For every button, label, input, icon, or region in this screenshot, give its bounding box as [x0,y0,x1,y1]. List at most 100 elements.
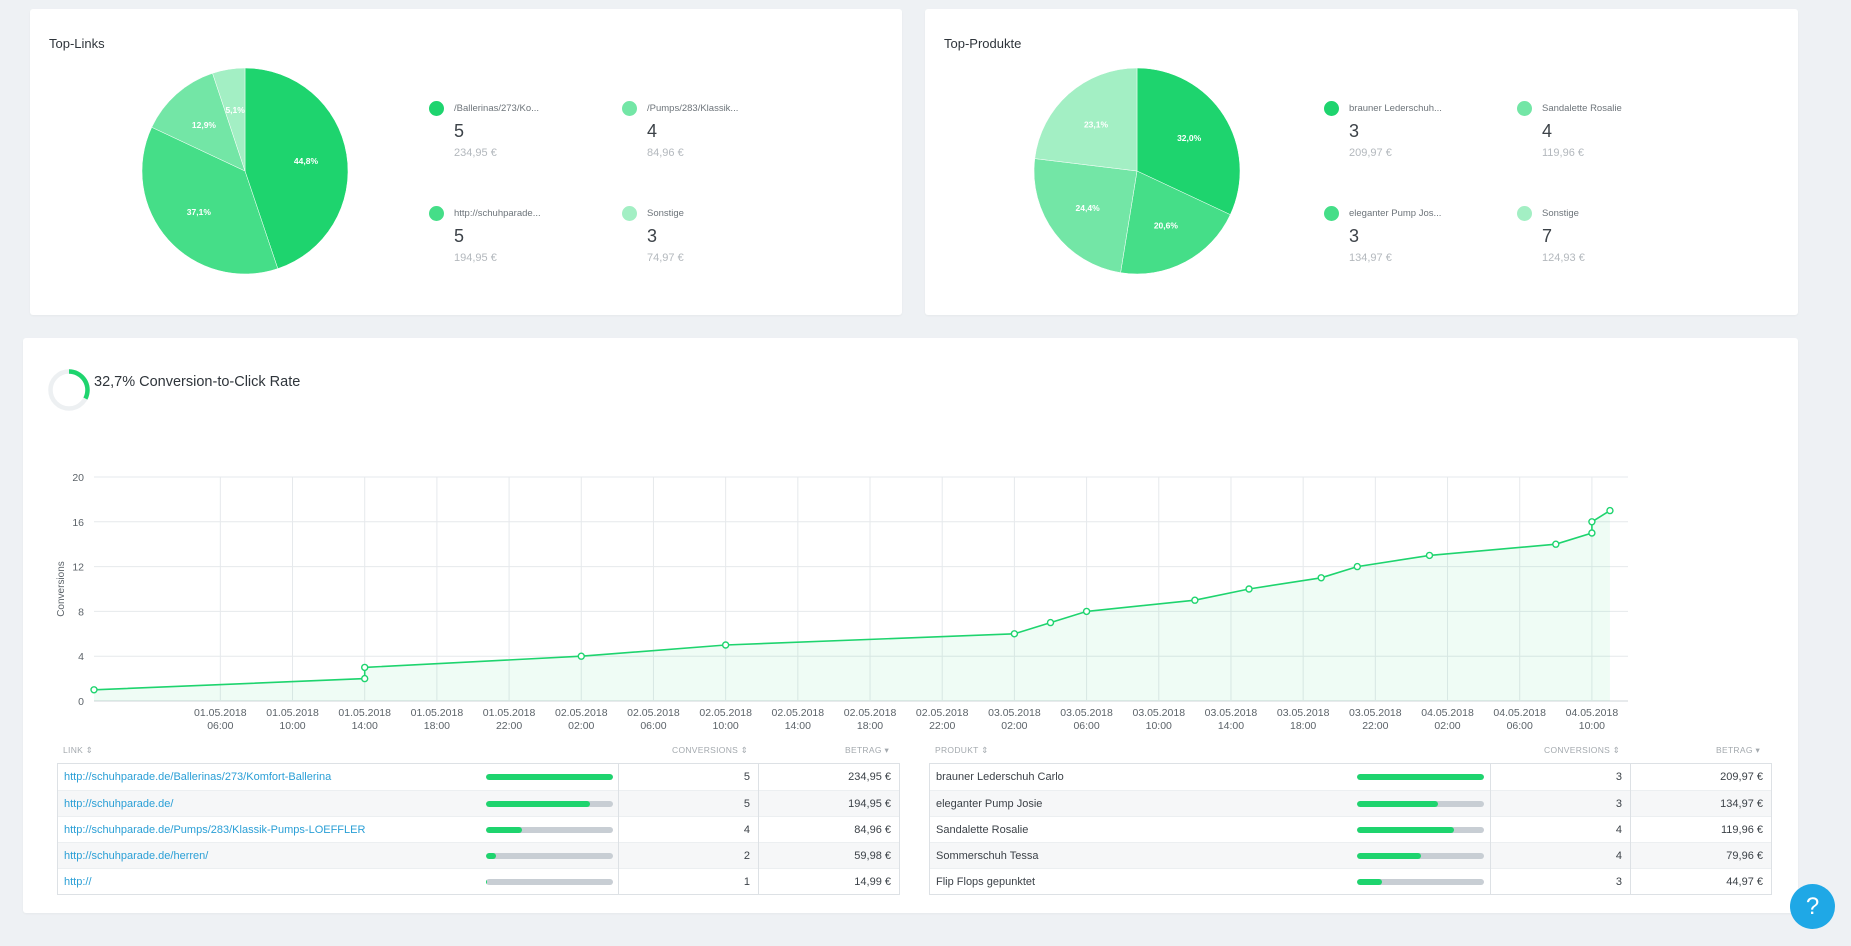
x-tick-label: 03.05.2018 18:00 [1277,707,1330,732]
col-header-produkt[interactable]: PRODUKT ⇕ [935,745,989,756]
pie-slice[interactable] [1136,67,1241,216]
legend-amount: 84,96 € [647,147,684,159]
y-tick-label: 8 [78,606,84,618]
conversion-rate-text: 32,7% Conversion-to-Click Rate [94,374,301,390]
links-table-body: http://schuhparade.de/Ballerinas/273/Kom… [57,763,900,895]
data-point[interactable] [1425,551,1434,560]
sort-icon: ⇕ [85,745,94,755]
legend-amount: 119,96 € [1542,147,1585,159]
legend-amount: 124,93 € [1542,252,1585,264]
legend-count: 3 [647,226,658,246]
pie-slice[interactable] [1033,158,1138,273]
legend-count: 7 [1542,226,1553,246]
legend-count: 3 [1349,121,1360,141]
legend-count: 5 [454,226,465,246]
row-betrag: 14,99 € [854,876,891,888]
sort-desc-icon: ▾ [1755,745,1761,755]
data-point[interactable] [1588,518,1596,526]
legend-count: 4 [647,121,658,141]
share-bar [1357,774,1484,780]
pie-slice[interactable] [244,67,349,269]
row-link[interactable]: http://schuhparade.de/herren/ [64,850,209,862]
legend-label: Sonstige [647,208,684,219]
row-link[interactable]: http://schuhparade.de/Ballerinas/273/Kom… [64,771,332,783]
pie-slice[interactable] [1034,67,1138,172]
share-bar [1357,801,1484,807]
share-bar [486,827,613,833]
pie-slice-label: 12,9% [192,120,217,130]
row-link[interactable]: http:// [64,876,92,888]
data-point[interactable] [577,652,585,660]
share-bar [486,801,613,807]
col-header-betrag[interactable]: BETRAG ▾ [845,745,889,756]
column-divider [1630,764,1631,894]
data-point[interactable] [1606,506,1614,515]
pie-slice-label: 32,0% [1177,133,1202,143]
sort-icon: ⇕ [740,745,749,755]
data-point[interactable] [1245,585,1253,593]
data-point[interactable] [1082,607,1091,616]
x-tick-label: 03.05.2018 06:00 [1060,707,1113,732]
legend-dot [622,101,637,116]
share-bar [486,853,613,859]
col-header-link[interactable]: LINK ⇕ [63,745,93,756]
share-bar [1357,853,1484,859]
row-product-name: brauner Lederschuh Carlo [936,771,1064,783]
column-divider [758,764,759,894]
row-betrag: 194,95 € [848,798,891,810]
pie-slice[interactable] [151,72,246,172]
table-row: Sommerschuh Tessa 4 79,96 € [930,842,1771,869]
data-point[interactable] [1010,630,1019,638]
pie-slice-label: 44,8% [294,156,319,166]
data-point[interactable] [721,641,730,649]
pie-slice[interactable] [212,67,246,172]
row-betrag: 79,96 € [1726,850,1763,862]
table-row: http://schuhparade.de/herren/2 59,98 € [58,842,899,869]
legend-dot [622,206,637,221]
data-point[interactable] [1046,618,1055,627]
pie-slice-label: 24,4% [1076,203,1101,213]
col-header-conversions[interactable]: CONVERSIONS ⇕ [1544,745,1620,756]
table-row: http://schuhparade.de/5 194,95 € [58,790,899,817]
help-button[interactable]: ? [1790,884,1835,929]
x-tick-label: 02.05.2018 02:00 [555,707,608,732]
data-point[interactable] [1317,574,1325,582]
data-point[interactable] [361,663,369,672]
row-link[interactable]: http://schuhparade.de/ [64,798,174,810]
x-tick-label: 02.05.2018 10:00 [699,707,752,732]
top-links-pie: 44,8% 37,1% 12,9% 5,1% [141,67,349,275]
products-table-body: brauner Lederschuh Carlo 3 209,97 € elegant… [929,763,1772,895]
row-product-name: Flip Flops gepunktet [936,876,1036,888]
data-point[interactable] [1588,529,1596,537]
rate-ring-fill [68,369,90,400]
share-bar-fill [1357,853,1421,859]
col-header-conversions[interactable]: CONVERSIONS ⇕ [672,745,748,756]
conversion-card [23,338,1798,913]
col-header-conversions-label: CONVERSIONS [672,745,739,755]
x-tick-label: 01.05.2018 14:00 [338,707,391,732]
row-link[interactable]: http://schuhparade.de/Pumps/283/Klassik-… [64,824,366,836]
col-header-betrag[interactable]: BETRAG ▾ [1716,745,1760,756]
data-point[interactable] [361,674,369,683]
pie-slice[interactable] [141,126,279,275]
pie-slice[interactable] [1120,170,1231,275]
x-tick-label: 01.05.2018 10:00 [266,707,319,732]
top-products-title: Top-Produkte [944,36,1022,51]
legend-dot [1517,101,1532,116]
row-betrag: 44,97 € [1726,876,1763,888]
row-betrag: 84,96 € [854,824,891,836]
sort-icon: ⇕ [1612,745,1621,755]
row-conversions: 4 [1615,850,1622,862]
data-point[interactable] [90,686,98,694]
share-bar-fill [486,774,613,780]
data-point[interactable] [1552,540,1560,548]
col-header-betrag-label: BETRAG [1716,745,1753,755]
y-tick-label: 4 [78,651,84,663]
data-point[interactable] [1191,596,1199,604]
data-point[interactable] [1353,562,1361,571]
top-links-card: Top-Links 44,8% 37,1% 12,9% 5,1% /Ballerina… [30,9,902,315]
legend-label: /Ballerinas/273/Ko... [454,103,540,114]
row-conversions: 3 [1615,798,1622,810]
series-area [94,510,1610,701]
